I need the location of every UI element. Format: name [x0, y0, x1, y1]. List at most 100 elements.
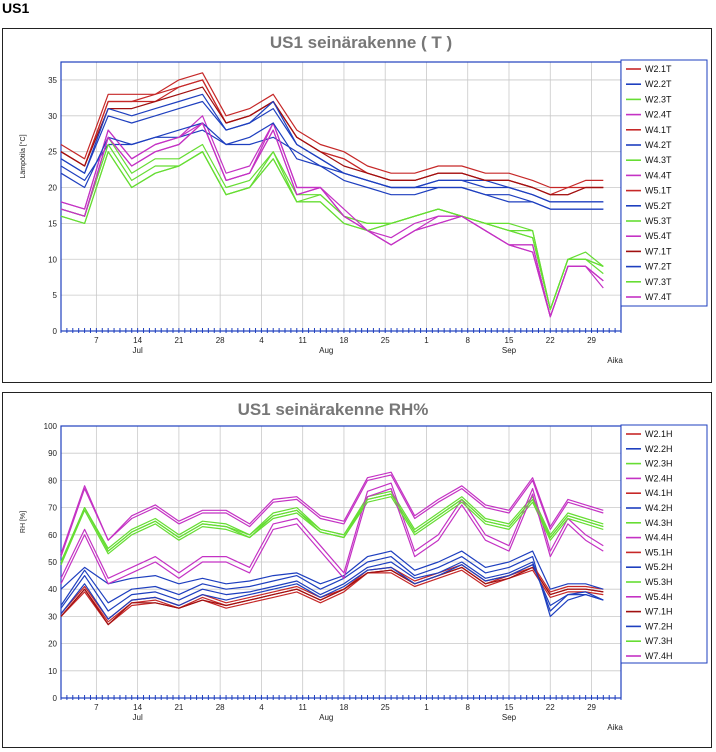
series-line-W7.2T [60, 93, 604, 203]
x-tick-label: 14 [133, 703, 142, 712]
y-tick-label: 15 [48, 219, 57, 228]
x-tick-label: 4 [259, 336, 264, 345]
legend-label: W2.2H [645, 444, 673, 454]
legend-label: W4.2T [645, 140, 672, 150]
x-tick-label: 22 [546, 336, 555, 345]
humidity-chart: US1 seinärakenne RH% 0 10 20 30 40 50 60 70 80 90 1… [20, 400, 708, 732]
series-line-W2.4H [60, 474, 604, 557]
y-axis-label: RH [%] [20, 511, 27, 533]
y-tick-label: 70 [48, 504, 57, 513]
series-line-W2.2T [60, 129, 604, 210]
x-tick-label: 4 [259, 703, 264, 712]
x-tick-label: 18 [339, 336, 348, 345]
x-tick-label: 21 [174, 703, 183, 712]
series-line-W7.1T [60, 86, 604, 196]
legend-label: W4.3T [645, 155, 672, 165]
legend-label: W7.1T [645, 246, 672, 256]
y-tick-label: 20 [48, 184, 57, 193]
legend-label: W2.4T [645, 110, 672, 120]
legend-label: W2.1T [645, 64, 672, 74]
series-line-W7.3T [60, 151, 604, 311]
series-line-W7.2H [60, 564, 604, 620]
series-line-W5.4H [60, 487, 604, 585]
x-tick-label: 28 [216, 703, 225, 712]
x-axis-label: Aika [607, 356, 623, 365]
legend-label: W4.2H [645, 503, 673, 513]
x-month-label: Jul [133, 346, 143, 355]
y-tick-label: 5 [53, 291, 58, 300]
x-tick-label: 22 [546, 703, 555, 712]
series-line-W4.3H [60, 493, 604, 563]
legend-label: W5.3T [645, 216, 672, 226]
series-line-W7.3H [60, 493, 604, 565]
x-tick-label: 28 [216, 336, 225, 345]
legend-box [620, 59, 708, 307]
legend-label: W7.1H [645, 607, 673, 617]
legend-label: W5.1T [645, 186, 672, 196]
x-tick-label: 29 [587, 336, 596, 345]
series-line-W4.2H [60, 550, 604, 590]
series-line-W4.4H [60, 482, 604, 579]
series-line-W5.2H [60, 561, 604, 612]
legend-label: W2.4H [645, 473, 673, 483]
x-tick-label: 8 [466, 336, 471, 345]
legend-label: W5.1H [645, 547, 673, 557]
series-line-W7.1H [60, 566, 604, 626]
legend-box [620, 424, 708, 664]
temperature-chart-panel: US1 seinärakenne ( T ) 0 5 10 15 20 25 30 35 7 14 2… [2, 28, 712, 383]
humidity-chart-panel: US1 seinärakenne RH% 0 10 20 30 40 50 60 70 80 90 1… [2, 392, 712, 748]
y-tick-label: 40 [48, 585, 57, 594]
y-tick-label: 35 [48, 76, 57, 85]
x-tick-label: 14 [133, 336, 142, 345]
y-tick-label: 50 [48, 558, 57, 567]
y-tick-label: 60 [48, 531, 57, 540]
legend-label: W7.3H [645, 636, 673, 646]
legend-label: W4.3H [645, 518, 673, 528]
x-axis-label: Aika [607, 723, 623, 732]
legend-label: W2.3H [645, 459, 673, 469]
legend-label: W7.4H [645, 651, 673, 661]
x-tick-label: 29 [587, 703, 596, 712]
x-month-label: Sep [502, 713, 517, 722]
legend-label: W4.4T [645, 170, 672, 180]
series-line-W5.3H [60, 496, 604, 565]
y-tick-label: 30 [48, 612, 57, 621]
series-line-W4.1T [60, 72, 604, 189]
x-tick-label: 8 [466, 703, 471, 712]
x-tick-label: 15 [505, 336, 514, 345]
legend-label: W7.3T [645, 277, 672, 287]
y-tick-label: 0 [53, 694, 58, 703]
chart-title: US1 seinärakenne ( T ) [270, 33, 452, 52]
page-heading: US1 [2, 0, 30, 16]
legend-label: W5.2T [645, 201, 672, 211]
y-tick-label: 100 [44, 422, 58, 431]
y-tick-label: 25 [48, 148, 57, 157]
legend-label: W5.4H [645, 592, 673, 602]
x-tick-label: 21 [174, 336, 183, 345]
chart-title: US1 seinärakenne RH% [238, 400, 429, 419]
x-tick-label: 1 [424, 703, 429, 712]
series-line-W5.2T [60, 122, 604, 210]
x-tick-label: 25 [381, 336, 390, 345]
y-tick-label: 80 [48, 476, 57, 485]
legend-label: W4.1T [645, 125, 672, 135]
y-tick-label: 30 [48, 112, 57, 121]
legend-label: W7.2T [645, 262, 672, 272]
x-month-label: Aug [319, 713, 333, 722]
legend-label: W7.2H [645, 621, 673, 631]
series-line-W7.4H [60, 471, 604, 554]
legend-label: W5.2H [645, 562, 673, 572]
x-tick-label: 11 [299, 336, 308, 345]
legend-label: W5.3H [645, 577, 673, 587]
legend-label: W5.4T [645, 231, 672, 241]
y-tick-label: 10 [48, 255, 57, 264]
x-month-label: Jul [133, 713, 143, 722]
series-lines [60, 471, 604, 626]
series-line-W4.4T [60, 115, 604, 318]
x-tick-label: 25 [381, 703, 390, 712]
x-month-label: Sep [502, 346, 517, 355]
legend-label: W2.2T [645, 79, 672, 89]
legend-label: W4.1H [645, 488, 673, 498]
x-tick-label: 15 [505, 703, 514, 712]
